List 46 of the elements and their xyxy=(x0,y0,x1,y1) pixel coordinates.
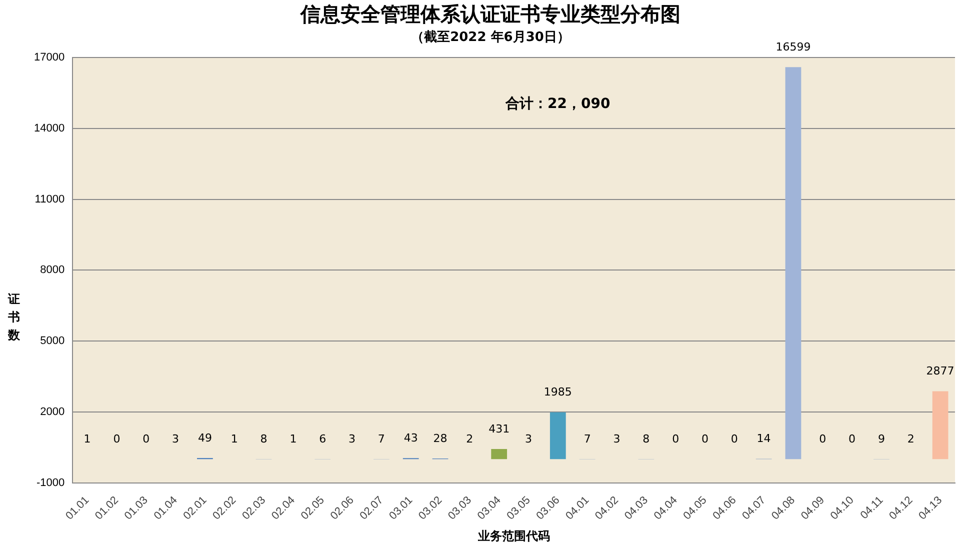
data-label: 49 xyxy=(198,431,212,444)
data-label: 0 xyxy=(142,432,150,446)
data-label: 431 xyxy=(488,422,510,436)
data-label: 28 xyxy=(433,432,448,445)
bar xyxy=(550,412,566,460)
data-label: 7 xyxy=(378,432,385,446)
data-label: 1 xyxy=(230,432,238,446)
data-label: 1985 xyxy=(544,386,572,399)
y-tick-label: 14000 xyxy=(34,122,65,134)
bar xyxy=(932,391,948,460)
data-label: 0 xyxy=(672,432,680,446)
data-label: 3 xyxy=(172,432,180,446)
data-label: 8 xyxy=(642,432,650,446)
data-label: 3 xyxy=(348,432,356,446)
data-label: 2 xyxy=(907,432,914,446)
y-tick-label: -1000 xyxy=(36,476,65,489)
chart-title: 信息安全管理体系认证证书专业类型分布图 xyxy=(300,2,680,26)
x-axis-title: 业务范围代码 xyxy=(476,529,550,544)
data-label: 6 xyxy=(319,432,326,446)
data-label: 2877 xyxy=(926,364,954,378)
data-label: 0 xyxy=(848,432,856,446)
annotation: 合计：22，090 xyxy=(504,96,611,112)
data-label: 9 xyxy=(878,432,885,446)
data-label: 1 xyxy=(290,432,297,446)
bar xyxy=(491,449,508,460)
data-label: 8 xyxy=(260,432,268,446)
y-axis-title: 证书数 xyxy=(8,291,21,344)
bar xyxy=(785,67,802,460)
data-label: 1 xyxy=(84,432,91,446)
y-tick-label: 2000 xyxy=(40,406,65,418)
y-tick-label: 8000 xyxy=(40,264,65,276)
data-label: 14 xyxy=(756,432,771,446)
data-label: 0 xyxy=(113,432,120,446)
data-label: 3 xyxy=(525,432,532,446)
y-tick-label: 11000 xyxy=(34,193,65,206)
data-label: 16599 xyxy=(776,40,811,54)
data-label: 2 xyxy=(466,432,474,446)
data-label: 3 xyxy=(613,432,620,446)
data-label: 0 xyxy=(730,432,738,446)
data-label: 0 xyxy=(819,432,826,446)
y-tick-label: 17000 xyxy=(34,52,65,64)
y-tick-label: 5000 xyxy=(40,335,65,348)
chart-subtitle: （截至2022 年6月30日） xyxy=(411,30,570,46)
data-label: 7 xyxy=(584,432,591,446)
data-label: 0 xyxy=(701,432,708,446)
data-label: 43 xyxy=(404,432,418,445)
